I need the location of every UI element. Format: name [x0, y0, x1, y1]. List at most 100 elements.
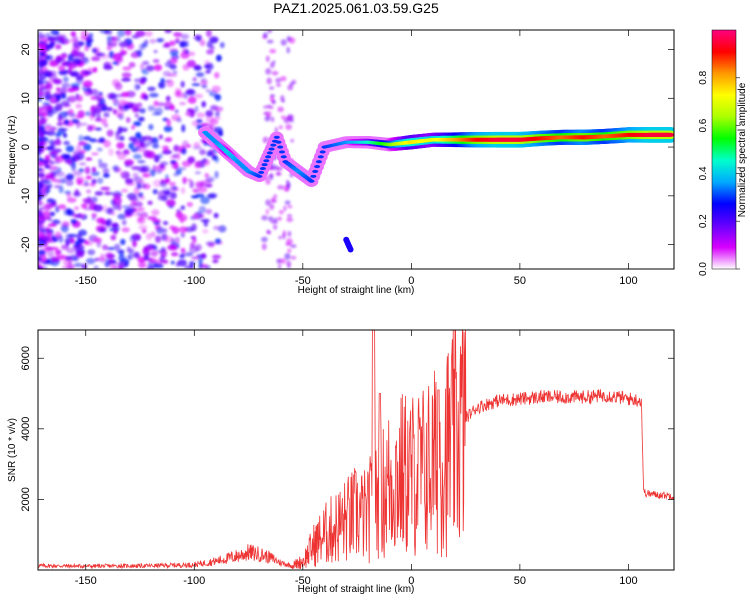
noise-blob: [38, 213, 45, 221]
noise-blob: [85, 257, 96, 265]
noise-blob: [266, 77, 272, 85]
noise-blob: [125, 30, 132, 36]
noise-blob: [191, 83, 201, 87]
noise-blob: [141, 228, 147, 234]
noise-blob: [78, 162, 87, 166]
ridge-blob: [273, 135, 280, 139]
noise-blob: [176, 152, 181, 161]
noise-blob: [38, 256, 43, 262]
noise-blob: [194, 64, 201, 70]
noise-blob: [105, 252, 114, 259]
noise-blob: [92, 69, 97, 73]
noise-blob: [42, 102, 51, 106]
y-tick-label: 10: [20, 92, 32, 104]
noise-blob: [191, 223, 197, 232]
ridge-blob: [259, 167, 266, 171]
noise-blob: [109, 39, 118, 48]
noise-blob: [164, 178, 169, 185]
noise-blob: [112, 222, 119, 228]
snr-x-label: Height of straight line (km): [298, 584, 415, 595]
ridge-blob: [319, 150, 326, 154]
noise-blob: [203, 64, 211, 69]
noise-blob: [195, 181, 204, 189]
noise-blob: [206, 40, 213, 49]
noise-blob: [200, 196, 210, 205]
noise-blob: [89, 138, 98, 143]
noise-blob: [213, 72, 220, 79]
noise-blob: [214, 116, 222, 121]
noise-blob: [179, 101, 187, 106]
noise-blob: [162, 145, 170, 152]
noise-blob: [186, 201, 194, 207]
noise-blob: [137, 160, 146, 164]
noise-blob: [280, 95, 285, 102]
noise-blob: [219, 41, 225, 49]
noise-blob: [46, 198, 57, 205]
spectrogram-noise: [38, 30, 297, 269]
noise-blob: [169, 104, 175, 111]
noise-blob: [261, 215, 268, 221]
snr-panel: -150 -100 -50 0 50 100 2000 4000 6000 Height of…: [7, 329, 675, 595]
noise-blob: [149, 92, 159, 98]
colorbar-tick-label: 0.4: [698, 166, 709, 180]
noise-blob: [156, 226, 164, 234]
noise-blob: [54, 171, 65, 177]
noise-blob: [205, 208, 213, 215]
noise-blob: [265, 208, 269, 215]
noise-blob: [106, 129, 114, 137]
noise-blob: [128, 102, 139, 110]
noise-blob: [213, 225, 221, 231]
snr-y-ticks: 2000 4000 6000: [20, 346, 674, 512]
noise-blob: [213, 212, 219, 219]
noise-blob: [54, 44, 62, 50]
noise-blob: [38, 197, 42, 202]
noise-blob: [186, 108, 195, 114]
ridge-blob: [270, 143, 277, 147]
noise-blob: [153, 64, 163, 72]
noise-blob: [114, 82, 123, 91]
noise-blob: [128, 142, 135, 150]
noise-blob: [110, 211, 116, 216]
noise-blob: [63, 140, 70, 146]
noise-blob: [217, 131, 223, 137]
noise-blob: [285, 188, 289, 192]
noise-blob: [122, 149, 130, 155]
ridge-blob: [665, 132, 674, 137]
noise-blob: [96, 217, 105, 224]
spectrogram-x-label: Height of straight line (km): [298, 285, 415, 296]
noise-blob: [134, 78, 139, 83]
noise-blob: [83, 200, 94, 205]
noise-blob: [198, 205, 207, 214]
noise-blob: [289, 119, 294, 123]
noise-blob: [205, 70, 212, 74]
noise-blob: [277, 184, 284, 190]
spectrogram-image: [38, 30, 674, 269]
noise-blob: [124, 178, 134, 185]
ridge-blob: [308, 179, 315, 183]
x-tick-label: -50: [295, 275, 311, 287]
noise-blob: [284, 252, 291, 260]
noise-blob: [276, 171, 281, 177]
noise-blob: [192, 188, 200, 193]
noise-blob: [102, 167, 110, 174]
noise-blob: [205, 176, 215, 183]
noise-blob: [56, 254, 67, 260]
noise-blob: [117, 103, 123, 111]
noise-blob: [121, 72, 132, 78]
colorbar-tick-label: 0.0: [698, 262, 709, 276]
noise-blob: [128, 136, 138, 142]
noise-blob: [75, 144, 82, 152]
noise-blob: [98, 137, 106, 144]
noise-blob: [39, 232, 47, 240]
noise-blob: [202, 228, 209, 234]
noise-blob: [40, 69, 46, 75]
noise-blob: [192, 238, 197, 244]
x-tick-label: -100: [183, 575, 205, 587]
noise-blob: [148, 123, 154, 131]
noise-blob: [175, 36, 180, 43]
noise-blob: [38, 86, 47, 93]
noise-blob: [290, 256, 297, 260]
noise-blob: [261, 236, 268, 243]
noise-blob: [136, 102, 143, 108]
